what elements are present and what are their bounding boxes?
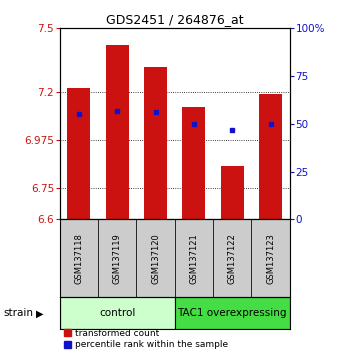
Text: GSM137122: GSM137122: [228, 233, 237, 284]
Bar: [67, 88, 90, 219]
Bar: [144, 67, 167, 219]
Title: GDS2451 / 264876_at: GDS2451 / 264876_at: [106, 13, 243, 26]
Text: GSM137123: GSM137123: [266, 233, 275, 284]
Bar: [98, 219, 136, 297]
Text: TAC1 overexpressing: TAC1 overexpressing: [178, 308, 287, 318]
Bar: [106, 45, 129, 219]
Text: strain: strain: [3, 308, 33, 318]
Bar: [60, 219, 98, 297]
Bar: [175, 219, 213, 297]
Bar: [136, 219, 175, 297]
Bar: [221, 166, 244, 219]
Legend: transformed count, percentile rank within the sample: transformed count, percentile rank withi…: [64, 329, 228, 349]
Bar: [60, 297, 175, 329]
Bar: [213, 219, 251, 297]
Bar: [182, 107, 205, 219]
Bar: [251, 219, 290, 297]
Bar: [259, 94, 282, 219]
Text: GSM137119: GSM137119: [113, 233, 122, 284]
Bar: [175, 297, 290, 329]
Text: GSM137120: GSM137120: [151, 233, 160, 284]
Text: control: control: [99, 308, 135, 318]
Text: GSM137118: GSM137118: [74, 233, 83, 284]
Text: GSM137121: GSM137121: [190, 233, 198, 284]
Text: ▶: ▶: [36, 308, 43, 318]
